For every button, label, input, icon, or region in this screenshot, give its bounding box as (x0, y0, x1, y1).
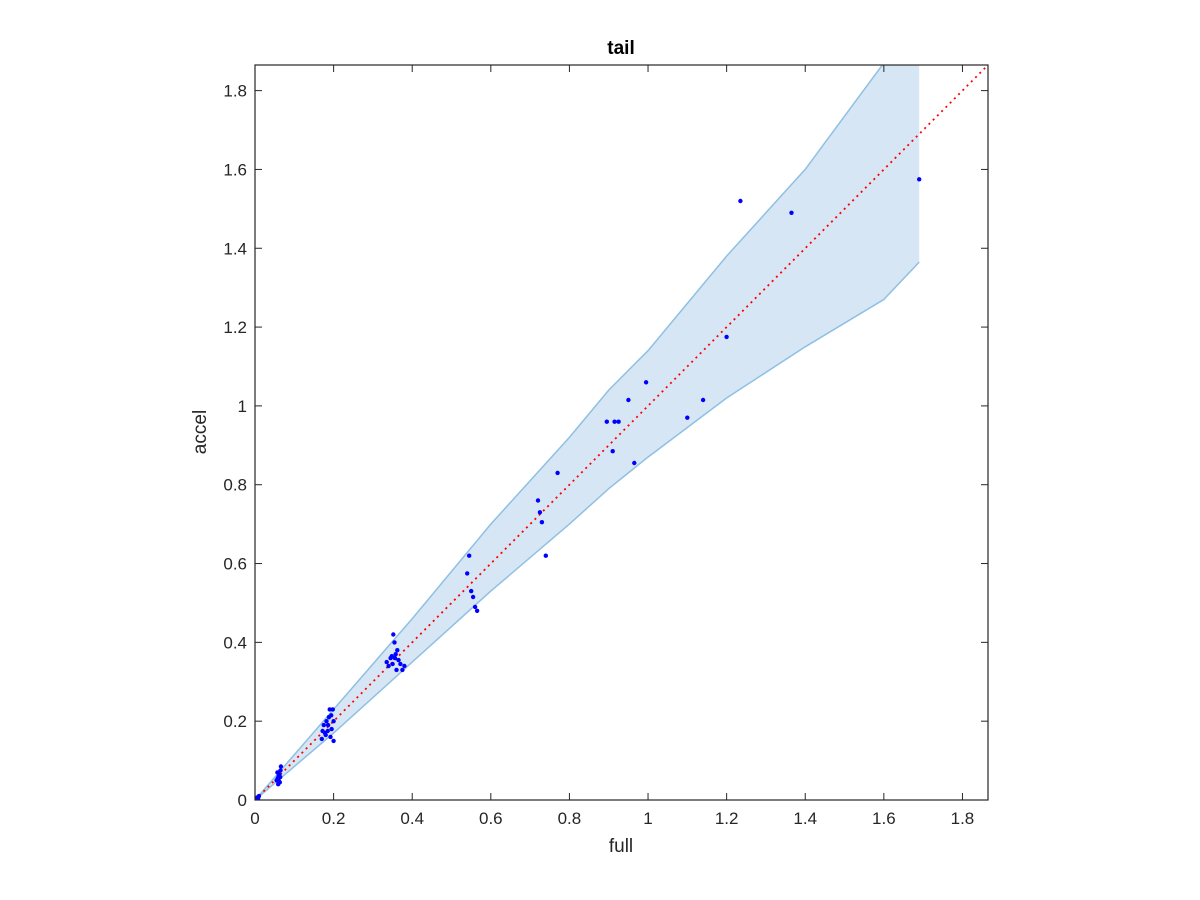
data-point (320, 728, 325, 734)
data-point (331, 719, 336, 724)
data-point (256, 793, 262, 799)
x-tick-label: 1.4 (793, 809, 817, 828)
data-point (331, 738, 336, 744)
data-point (632, 460, 637, 466)
data-point (319, 736, 324, 742)
data-point (472, 604, 478, 610)
data-point (327, 707, 332, 712)
data-point (535, 498, 541, 503)
data-point (278, 774, 283, 780)
y-tick-label: 1.6 (223, 160, 247, 179)
data-point (537, 510, 543, 515)
x-tick-label: 0 (250, 809, 259, 828)
data-point (324, 719, 329, 724)
data-point (616, 419, 621, 424)
data-point (643, 380, 649, 385)
confidence-band (255, 65, 920, 800)
data-point (386, 663, 391, 669)
x-tick-label: 1.8 (951, 809, 975, 828)
data-point (738, 198, 743, 204)
axes-box (254, 64, 989, 801)
axes-layer: 0 0.2 0.4 0.6 0.8 1 1.2 1.4 1.6 1.8 0 0.2 0.4 0.6 0.8 1… (223, 64, 989, 828)
data-point (400, 667, 405, 673)
data-point (329, 726, 334, 732)
data-point (465, 571, 470, 576)
band-upper-edge (255, 65, 884, 800)
data-point (392, 640, 397, 645)
y-tick-label: 0.8 (223, 476, 247, 495)
data-point (469, 588, 474, 594)
x-tick-label: 0.8 (558, 809, 582, 828)
data-point (329, 713, 334, 718)
data-point (330, 707, 335, 712)
y-tick-label: 0.4 (223, 633, 247, 652)
data-point (612, 419, 617, 424)
data-point (390, 661, 395, 667)
data-point (724, 334, 729, 340)
data-point (467, 553, 472, 558)
data-point (402, 663, 407, 669)
band-lower-edge (255, 261, 920, 800)
data-point (685, 415, 690, 420)
data-point (700, 397, 706, 403)
x-tick-label: 0.6 (479, 809, 503, 828)
y-tick-label: 1.4 (223, 239, 247, 258)
data-point (395, 648, 400, 653)
x-tick-label: 0.2 (322, 809, 346, 828)
data-point (555, 470, 560, 476)
data-point (321, 722, 326, 728)
reference-line (255, 65, 988, 800)
data-point (392, 655, 398, 661)
y-axis-label: accel (190, 410, 211, 454)
data-point (325, 722, 331, 728)
y-tick-label: 0.6 (223, 555, 247, 574)
chart-title: tail (607, 38, 634, 59)
data-point (393, 652, 398, 657)
data-point (917, 177, 922, 182)
y-tick-label: 1.8 (223, 82, 247, 101)
data-point (396, 657, 401, 663)
data-point (789, 210, 794, 215)
data-point (384, 659, 389, 665)
data-point (539, 520, 545, 525)
y-tick-label: 0 (238, 791, 247, 810)
plot-area (255, 65, 988, 800)
data-point (604, 419, 609, 424)
y-tick-label: 1 (238, 397, 247, 416)
data-point (610, 449, 615, 454)
x-tick-label: 1.2 (715, 809, 739, 828)
x-tick-label: 1.6 (872, 809, 896, 828)
data-point (398, 661, 403, 667)
data-point (394, 667, 399, 673)
y-tick-label: 0.2 (223, 712, 247, 731)
data-point (470, 594, 476, 600)
data-point (276, 782, 281, 787)
data-point (543, 553, 548, 558)
x-tick-label: 1 (643, 809, 652, 828)
data-point (278, 764, 284, 769)
data-point (328, 734, 333, 740)
x-axis-label: full (609, 836, 633, 857)
data-point (626, 397, 631, 403)
plot-layer (255, 65, 988, 800)
y-tick-label: 1.2 (223, 318, 247, 337)
x-tick-label: 0.4 (400, 809, 424, 828)
data-point (474, 608, 480, 613)
data-point (278, 768, 283, 773)
data-point (391, 632, 396, 637)
